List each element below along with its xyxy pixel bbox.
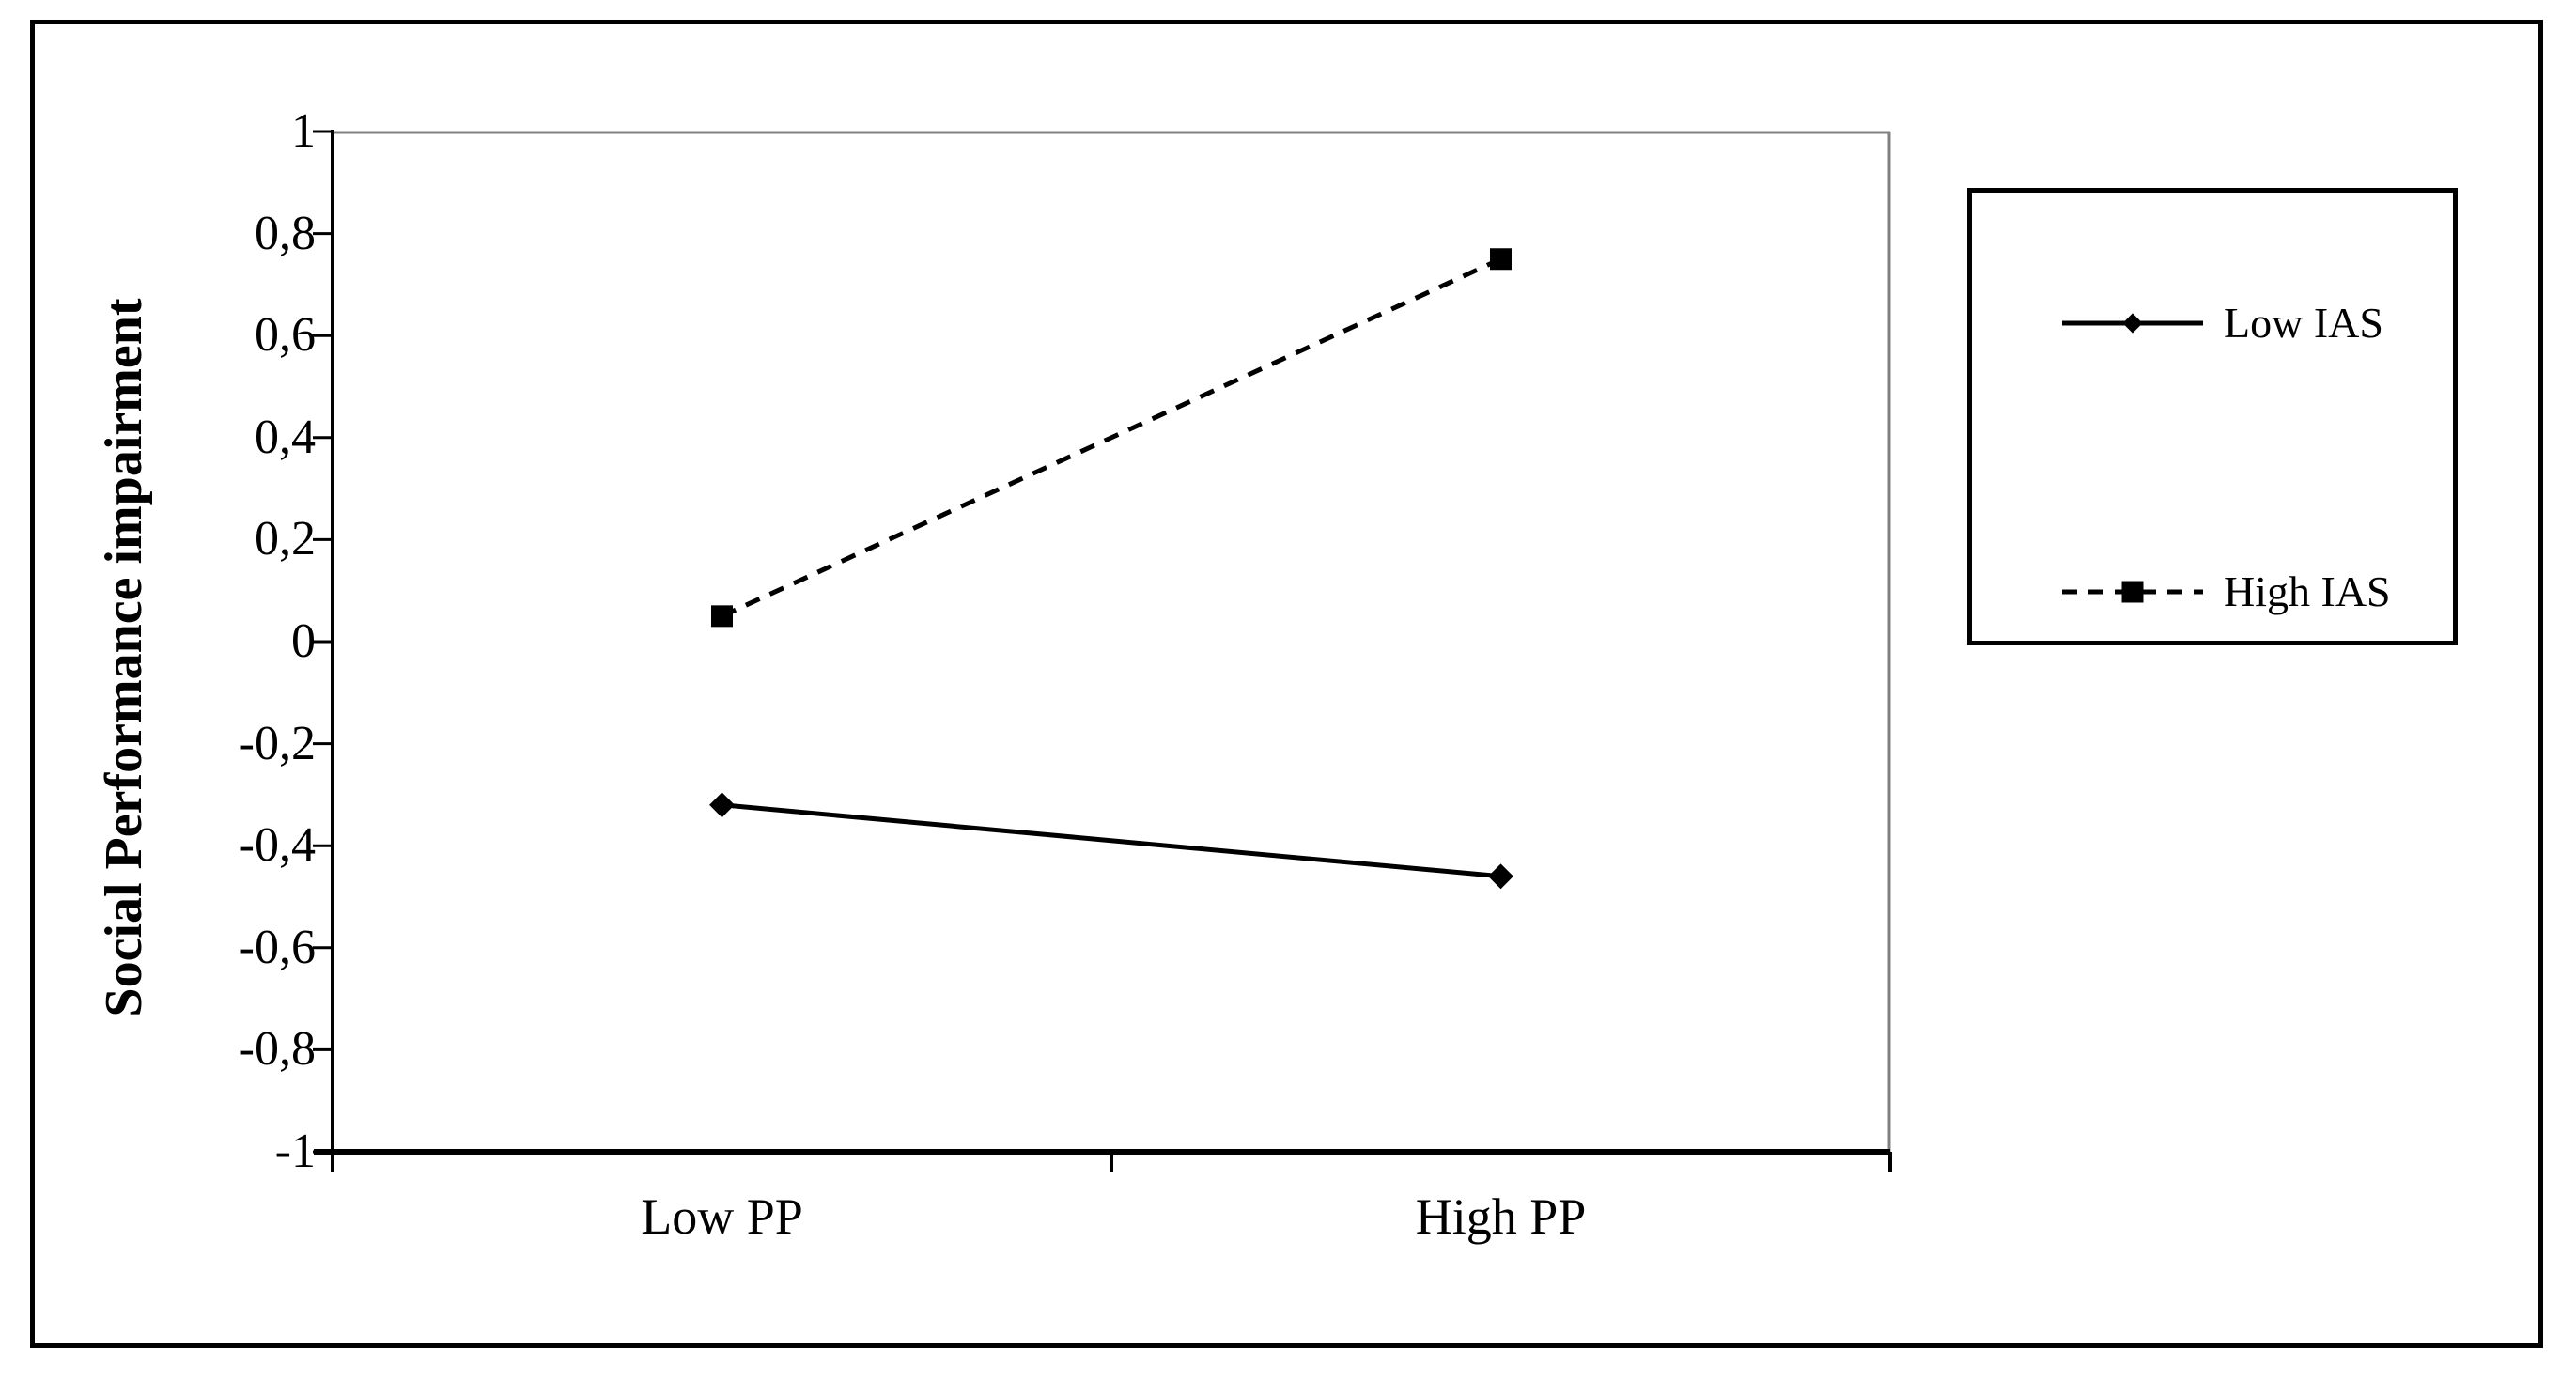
x-category-label: Low PP — [641, 1188, 803, 1245]
legend-marker-diamond — [2122, 313, 2143, 334]
legend-label: High IAS — [2224, 567, 2391, 615]
y-tick-label: -0,2 — [238, 716, 316, 770]
series-line-high-ias — [721, 256, 1502, 619]
y-tick-label: 0,8 — [255, 206, 316, 260]
legend-marker-square — [2121, 581, 2144, 603]
y-tick-label: 0,4 — [255, 410, 316, 464]
series-line-low-ias — [722, 802, 1501, 879]
y-tick-label: -0,8 — [238, 1022, 316, 1077]
legend-item-low-ias: Low IAS — [2062, 293, 2383, 353]
legend: Low IAS High IAS — [1967, 188, 2458, 645]
y-tick-label: 1 — [291, 104, 316, 158]
y-tick-label: -0,6 — [238, 920, 316, 974]
legend-label: Low IAS — [2224, 299, 2383, 347]
data-point-marker-low-ias — [1488, 863, 1513, 890]
legend-sample-dashed-line — [2062, 581, 2203, 603]
data-point-marker-low-ias — [709, 792, 735, 818]
data-point-marker-high-ias — [1490, 248, 1512, 271]
y-tick-label: -1 — [274, 1125, 316, 1178]
x-category-label: High PP — [1415, 1188, 1587, 1245]
y-tick-label: 0,2 — [255, 512, 316, 566]
y-tick-label: 0,6 — [255, 308, 316, 363]
data-point-marker-high-ias — [711, 605, 733, 628]
legend-item-high-ias: High IAS — [2062, 562, 2391, 622]
y-tick-label: 0 — [291, 614, 316, 668]
y-tick-label: -0,4 — [238, 818, 316, 873]
legend-sample-solid-line — [2062, 313, 2203, 334]
